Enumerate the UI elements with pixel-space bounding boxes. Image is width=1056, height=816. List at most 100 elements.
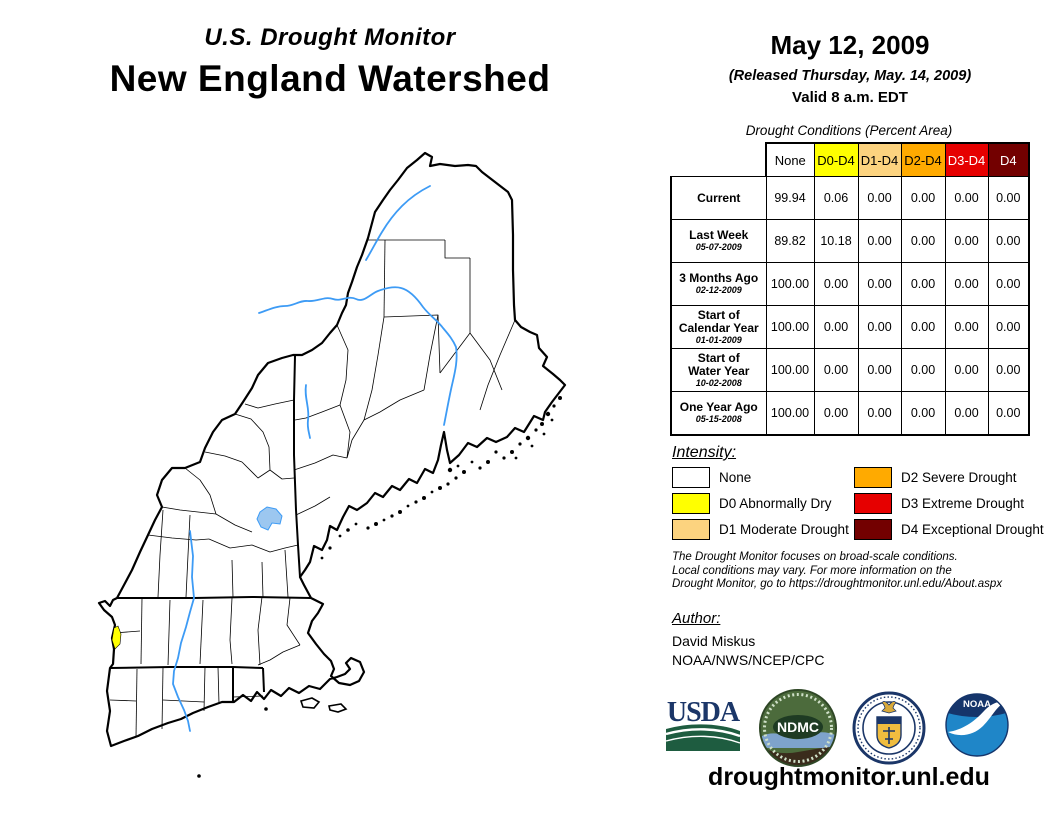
- legend-label: D1 Moderate Drought: [719, 521, 849, 537]
- legend-swatch: [672, 492, 710, 514]
- value-cell: 0.00: [900, 305, 946, 349]
- legend-swatch: [854, 466, 892, 488]
- column-header-d0-d4: D0-D4: [813, 142, 859, 177]
- value-cell: 100.00: [765, 348, 815, 392]
- lake-winnipesaukee: [256, 506, 283, 531]
- row-label: Start of Water Year 10-02-2008: [670, 348, 767, 392]
- border-rhodeisland-massachusetts: [262, 667, 265, 693]
- value-cell: 0.00: [944, 176, 989, 220]
- disclaimer: The Drought Monitor focuses on broad-sca…: [672, 551, 1002, 592]
- table-row: Last Week 05-07-2009 89.82 10.18 0.00 0.00 0.0…: [670, 219, 1030, 263]
- legend-item: D1 Moderate Drought: [672, 518, 849, 540]
- column-header-d1-d4: D1-D4: [857, 142, 902, 177]
- legend-swatch: [854, 492, 892, 514]
- value-cell: 0.00: [944, 219, 989, 263]
- legend-item: D4 Exceptional Drought: [854, 518, 1044, 540]
- author-name: David Miskus: [672, 633, 756, 649]
- valid-time: Valid 8 a.m. EDT: [792, 89, 908, 106]
- value-cell: 0.00: [813, 262, 859, 306]
- value-cell: 0.00: [857, 391, 902, 436]
- site-url: droughtmonitor.unl.edu: [708, 763, 990, 791]
- ndmc-logo: NDMC: [758, 688, 838, 773]
- author-org: NOAA/NWS/NCEP/CPC: [672, 652, 825, 668]
- table-row: 3 Months Ago 02-12-2009 100.00 0.00 0.00 0.00…: [670, 262, 1030, 306]
- value-cell: 0.00: [857, 219, 902, 263]
- value-cell: 100.00: [765, 305, 815, 349]
- legend-label: None: [719, 469, 752, 485]
- value-cell: 0.00: [900, 262, 946, 306]
- value-cell: 0.00: [900, 348, 946, 392]
- title-block: U.S. Drought Monitor New England Watersh…: [0, 24, 660, 100]
- table-row: One Year Ago 05-15-2008 100.00 0.00 0.00 0.00…: [670, 391, 1030, 436]
- legend-item: None: [672, 466, 849, 488]
- table-header-row: None D0-D4 D1-D4 D2-D4 D3-D4 D4: [671, 142, 1030, 177]
- value-cell: 89.82: [765, 219, 815, 263]
- value-cell: 0.00: [944, 262, 989, 306]
- row-label: Start of Calendar Year 01-01-2009: [670, 305, 767, 349]
- table-corner-cell: [671, 143, 766, 177]
- map: [0, 140, 660, 816]
- svg-text:USDA: USDA: [667, 697, 741, 728]
- value-cell: 0.00: [813, 348, 859, 392]
- svg-text:NDMC: NDMC: [777, 719, 819, 735]
- author-title: Author:: [672, 610, 721, 627]
- marthas-vineyard-island: [299, 697, 321, 709]
- usda-logo: USDA: [664, 696, 742, 761]
- value-cell: 100.00: [765, 391, 815, 436]
- row-label: Current: [670, 176, 767, 220]
- value-cell: 0.00: [987, 348, 1030, 392]
- table-row: Start of Calendar Year 01-01-2009 100.00 0.0…: [670, 305, 1030, 349]
- border-maine-newhampshire: [293, 355, 301, 578]
- value-cell: 0.00: [900, 219, 946, 263]
- legend-label: D0 Abnormally Dry: [719, 495, 832, 511]
- legend-swatch: [672, 518, 710, 540]
- value-cell: 0.00: [987, 176, 1030, 220]
- value-cell: 0.00: [944, 348, 989, 392]
- river-st-john: [365, 185, 431, 261]
- disclaimer-line: Drought Monitor, go to https://droughtmo…: [672, 578, 1003, 590]
- legend-label: D3 Extreme Drought: [901, 495, 1025, 511]
- legend-item: D0 Abnormally Dry: [672, 492, 849, 514]
- value-cell: 0.00: [944, 305, 989, 349]
- county-boundaries: [109, 239, 516, 738]
- d0-drought-area: [111, 625, 122, 650]
- column-header-none: None: [765, 142, 815, 177]
- value-cell: 0.00: [813, 305, 859, 349]
- legend-column-1: None D0 Abnormally Dry D1 Moderate Drought: [672, 466, 849, 545]
- region-outline: [97, 151, 567, 748]
- legend-title: Intensity:: [672, 444, 737, 461]
- logo-row: USDA NDMC: [662, 686, 1022, 767]
- new-england-map-svg: [97, 151, 567, 778]
- value-cell: 0.00: [813, 391, 859, 436]
- value-cell: 0.00: [857, 176, 902, 220]
- value-cell: 0.00: [900, 391, 946, 436]
- column-header-d3-d4: D3-D4: [944, 142, 989, 177]
- table-row: Start of Water Year 10-02-2008 100.00 0.00 0.…: [670, 348, 1030, 392]
- river-penobscot: [258, 286, 458, 426]
- row-label: Last Week 05-07-2009: [670, 219, 767, 263]
- row-label: 3 Months Ago 02-12-2009: [670, 262, 767, 306]
- value-cell: 100.00: [765, 262, 815, 306]
- value-cell: 0.00: [987, 305, 1030, 349]
- column-header-d4: D4: [987, 142, 1030, 177]
- legend-label: D4 Exceptional Drought: [901, 521, 1044, 537]
- disclaimer-line: Local conditions may vary. For more info…: [672, 564, 952, 577]
- date-block: May 12, 2009 (Released Thursday, May. 14…: [672, 30, 1028, 106]
- row-label: One Year Ago 05-15-2008: [670, 391, 767, 436]
- legend-item: D2 Severe Drought: [854, 466, 1044, 488]
- legend-swatch: [672, 466, 710, 488]
- legend-column-2: D2 Severe Drought D3 Extreme Drought D4 Ex…: [854, 466, 1044, 545]
- region-title: New England Watershed: [109, 58, 551, 99]
- drought-table: None D0-D4 D1-D4 D2-D4 D3-D4 D4 Current 99.94 0…: [670, 142, 1030, 436]
- value-cell: 99.94: [765, 176, 815, 220]
- value-cell: 0.00: [944, 391, 989, 436]
- svg-text:NOAA: NOAA: [963, 699, 991, 710]
- value-cell: 10.18: [813, 219, 859, 263]
- coastal-islands: [197, 396, 562, 778]
- state-boundaries: [109, 355, 312, 702]
- river-connecticut: [172, 530, 195, 732]
- river-saco: [304, 384, 311, 439]
- table-body: Current 99.94 0.06 0.00 0.00 0.00 0.00 Last Wee…: [670, 176, 1030, 436]
- table-row: Current 99.94 0.06 0.00 0.00 0.00 0.00: [670, 176, 1030, 220]
- nantucket-island: [328, 703, 348, 713]
